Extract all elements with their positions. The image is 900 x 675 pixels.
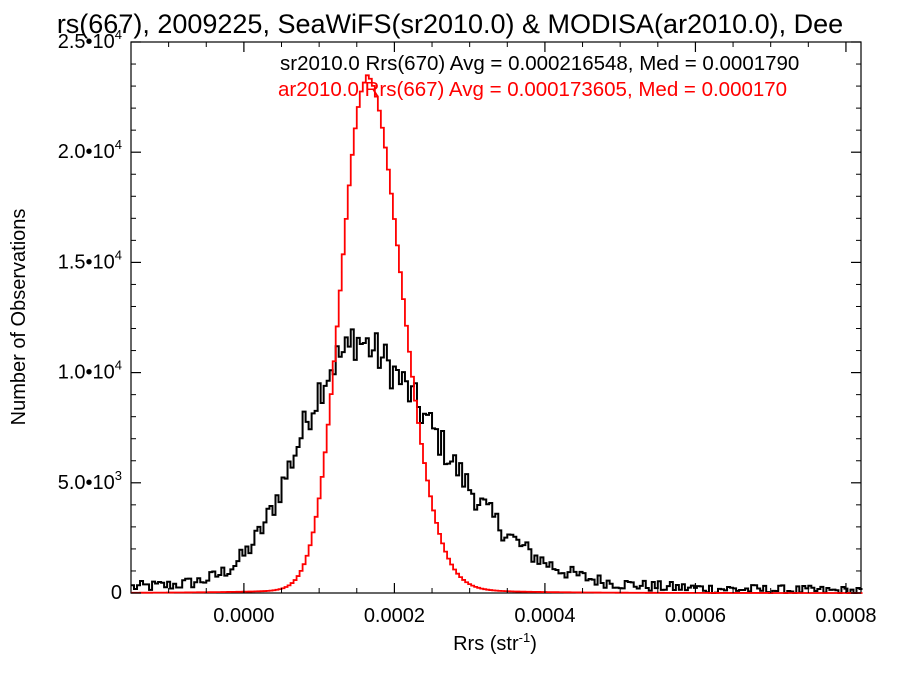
x-tick-label: 0.0006 [665,605,726,627]
x-axis-label: Rrs (str-1) [453,630,537,655]
y-tick-label: 0 [111,582,122,604]
y-tick-label: 2.0•104 [58,137,122,163]
x-tick-label: 0.0000 [213,605,274,627]
x-tick-label: 0.0004 [514,605,575,627]
y-tick-label: 1.5•104 [58,247,122,273]
x-tick-label: 0.0002 [364,605,425,627]
series-layer [131,74,863,594]
series-sr2010-line [131,328,863,594]
y-tick-label: 5.0•103 [58,468,122,494]
series-ar2010-line [131,74,863,594]
plot-frame [130,41,862,594]
chart-title: rs(667), 2009225, SeaWiFS(sr2010.0) & MO… [57,9,843,39]
legend-entry-ar2010: ar2010.0 Rrs(667) Avg = 0.000173605, Med… [278,78,787,101]
legend-entry-sr2010: sr2010.0 Rrs(670) Avg = 0.000216548, Med… [280,52,799,75]
x-axis-label-close: ) [530,633,537,655]
y-axis-label: Number of Observations [8,209,30,426]
x-axis-label-exponent: -1 [519,630,531,645]
axis-ticks: 0.0000 0.0002 0.0004 0.0006 0.0008 0 5.0•103 1.… [58,27,877,627]
x-tick-label: 0.0008 [815,605,876,627]
y-tick-label: 2.5•104 [58,27,122,53]
y-tick-label: 1.0•104 [58,358,122,384]
plot-border [130,41,862,594]
x-axis-label-text: Rrs (str [453,633,519,655]
